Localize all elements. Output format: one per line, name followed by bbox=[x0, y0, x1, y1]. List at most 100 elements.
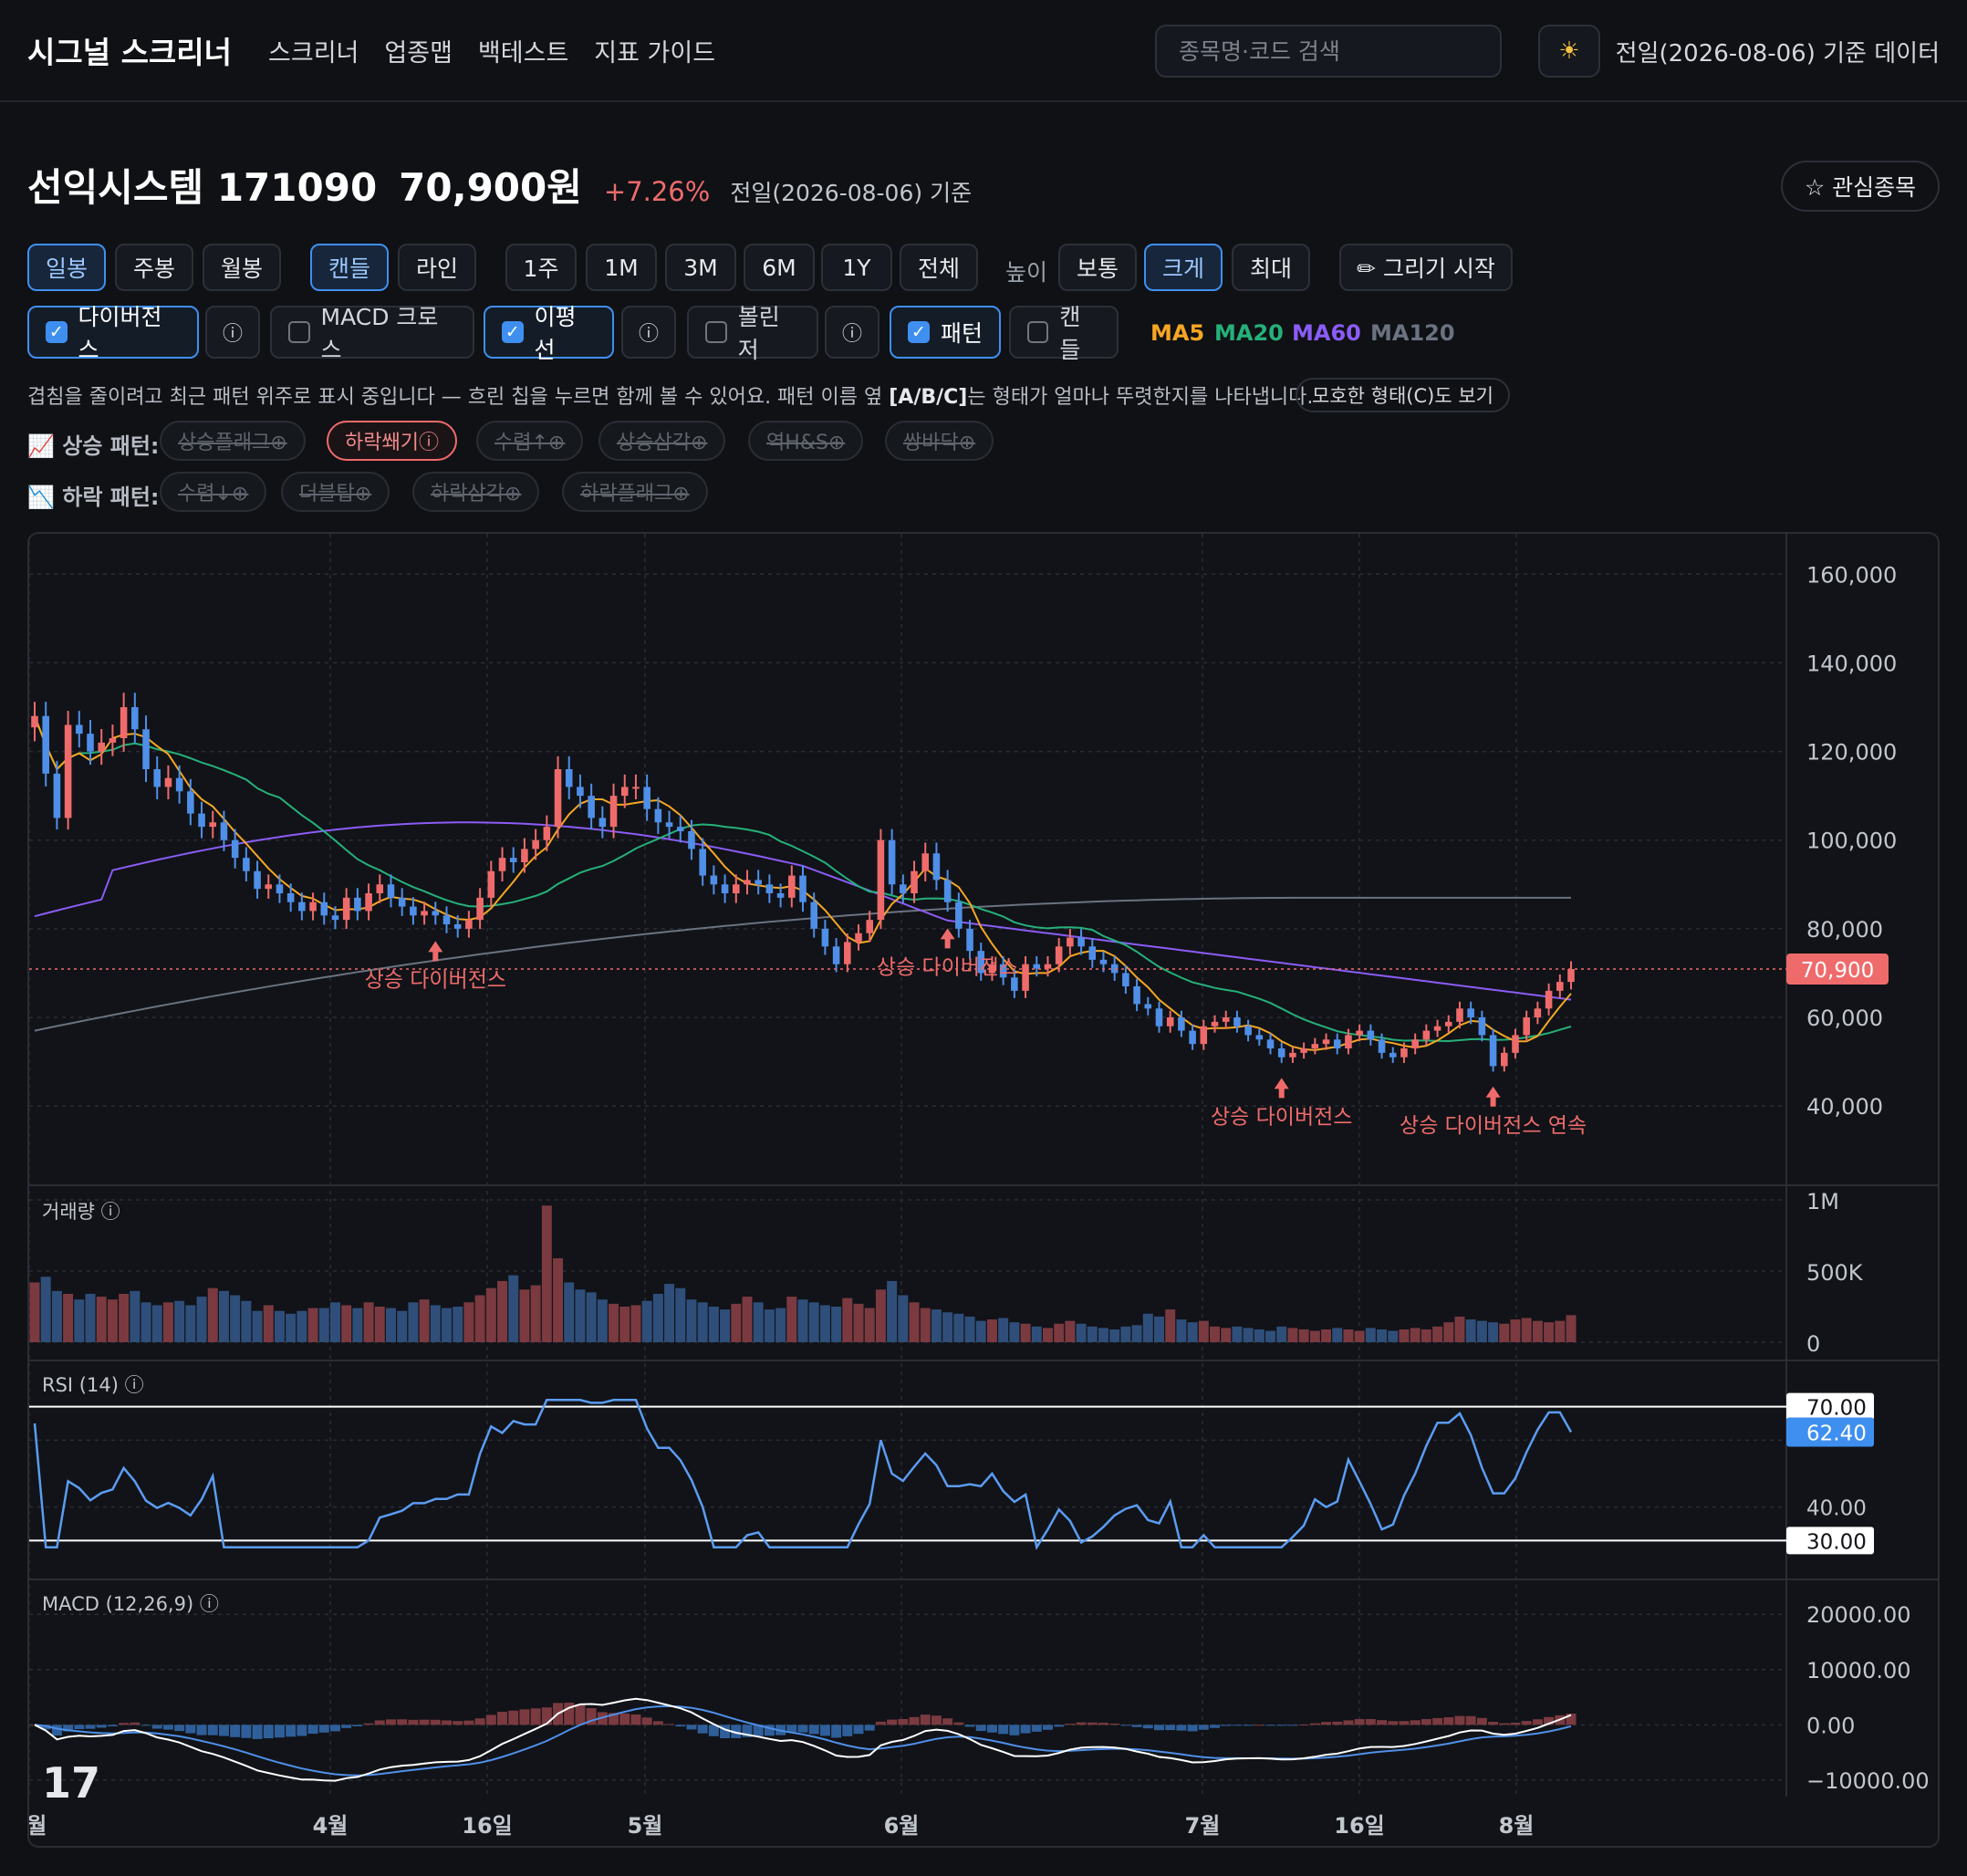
macd-histogram-bar bbox=[742, 1725, 753, 1737]
pattern-chip-double-top[interactable]: 더블탑⊕ bbox=[281, 472, 390, 512]
bollinger-info-icon[interactable]: ⓘ bbox=[825, 306, 879, 359]
range-6m-button[interactable]: 6M bbox=[744, 244, 815, 291]
candle-body bbox=[932, 853, 941, 881]
theme-toggle-button[interactable]: ☀ bbox=[1538, 25, 1600, 78]
range-1y-button[interactable]: 1Y bbox=[821, 244, 892, 291]
candle-body bbox=[1211, 1021, 1219, 1027]
nav-backtest[interactable]: 백테스트 bbox=[477, 38, 569, 68]
volume-bar bbox=[1388, 1330, 1399, 1342]
search-input[interactable] bbox=[1155, 25, 1502, 78]
divergence-info-icon[interactable]: ⓘ bbox=[205, 306, 260, 359]
pattern-chip-falling-wedge[interactable]: 하락쐐기ⓘ bbox=[327, 421, 457, 461]
volume-bar bbox=[63, 1293, 74, 1342]
candle-body bbox=[254, 870, 261, 890]
candle-body bbox=[554, 769, 562, 828]
volume-bar bbox=[641, 1300, 652, 1342]
nav-indicator-guide[interactable]: 지표 가이드 bbox=[594, 38, 716, 68]
macd-histogram-bar bbox=[1131, 1725, 1142, 1727]
pattern-chip-descending-triangle[interactable]: 하락삼각⊕ bbox=[412, 472, 540, 512]
pattern-chip-converge-up[interactable]: 수렴↑⊕ bbox=[476, 421, 584, 461]
pattern-chip-double-bottom[interactable]: 쌍바닥⊕ bbox=[885, 421, 994, 461]
ma-info-icon[interactable]: ⓘ bbox=[621, 306, 676, 359]
volume-bar bbox=[887, 1280, 898, 1342]
style-candle-button[interactable]: 캔들 bbox=[310, 244, 389, 291]
height-max-button[interactable]: 최대 bbox=[1232, 244, 1310, 291]
candle-body bbox=[776, 893, 785, 898]
volume-bar bbox=[453, 1307, 463, 1342]
pattern-chip-inverse-hs[interactable]: 역H&S⊕ bbox=[748, 421, 864, 461]
brand-logo[interactable]: 시그널 스크리너 bbox=[27, 35, 233, 70]
volume-bar bbox=[1210, 1326, 1220, 1342]
pattern-chip-ascending-triangle[interactable]: 상승삼각⊕ bbox=[598, 421, 726, 461]
pattern-chip-bull-flag[interactable]: 상승플래그⊕ bbox=[160, 421, 306, 461]
period-monthly-button[interactable]: 월봉 bbox=[203, 244, 281, 291]
macd-histogram-bar bbox=[207, 1725, 218, 1735]
show-ambiguous-button[interactable]: 모호한 형태(C)도 보기 bbox=[1296, 378, 1510, 412]
candle-body bbox=[1011, 977, 1018, 991]
volume-bar bbox=[875, 1289, 886, 1342]
macd-histogram-bar bbox=[708, 1725, 719, 1736]
macd-histogram-bar bbox=[1532, 1719, 1543, 1725]
volume-bar bbox=[374, 1307, 385, 1342]
divergence-toggle[interactable]: ✓ 다이버전스 bbox=[27, 304, 199, 363]
macd-histogram-bar bbox=[819, 1725, 830, 1736]
candle-body bbox=[465, 920, 473, 929]
candle-body bbox=[1222, 1017, 1230, 1022]
height-large-button[interactable]: 크게 bbox=[1144, 244, 1223, 291]
candle-body bbox=[53, 773, 61, 818]
macd-cross-toggle[interactable]: MACD 크로스 bbox=[270, 304, 474, 363]
volume-bar bbox=[1365, 1328, 1376, 1342]
candle-body bbox=[187, 791, 194, 814]
pattern-chip-bear-flag[interactable]: 하락플래그⊕ bbox=[562, 472, 708, 512]
period-weekly-button[interactable]: 주봉 bbox=[115, 244, 193, 291]
candle-body bbox=[1233, 1017, 1241, 1027]
nav-screener[interactable]: 스크리너 bbox=[268, 38, 359, 68]
macd-histogram-bar bbox=[241, 1725, 252, 1738]
macd-histogram-bar bbox=[1154, 1725, 1164, 1731]
tradingview-logo: 17 bbox=[42, 1758, 100, 1808]
period-daily-button[interactable]: 일봉 bbox=[27, 244, 106, 291]
volume-bar bbox=[1054, 1323, 1065, 1342]
volume-bar bbox=[609, 1303, 619, 1342]
candle-body bbox=[844, 942, 851, 964]
macd-histogram-bar bbox=[1165, 1725, 1176, 1731]
range-all-button[interactable]: 전체 bbox=[900, 244, 978, 291]
candle-body bbox=[142, 729, 150, 769]
stock-chart[interactable]: 70,900 상승 다이버전스 상승 다이버전스 상승 다이버전스 상승 다이버전스 연… bbox=[27, 532, 1940, 1848]
style-line-button[interactable]: 라인 bbox=[398, 244, 476, 291]
volume-bar bbox=[720, 1309, 731, 1342]
volume-bar bbox=[297, 1310, 307, 1342]
range-1m-button[interactable]: 1M bbox=[586, 244, 657, 291]
volume-bar bbox=[463, 1302, 474, 1342]
candle-pattern-toggle[interactable]: 캔들 bbox=[1009, 304, 1119, 363]
candle-body bbox=[710, 875, 718, 885]
macd-histogram-bar bbox=[731, 1725, 742, 1738]
macd-histogram-bar bbox=[1510, 1723, 1521, 1725]
volume-bar bbox=[1510, 1319, 1521, 1342]
candle-body bbox=[98, 742, 106, 752]
rsi-level-badge bbox=[1786, 1527, 1874, 1555]
checkbox-unchecked-icon bbox=[705, 321, 727, 343]
candle-body bbox=[453, 924, 462, 929]
range-3m-button[interactable]: 3M bbox=[665, 244, 736, 291]
stock-name: 선익시스템 171090 bbox=[27, 165, 378, 210]
bollinger-toggle[interactable]: 볼린저 bbox=[687, 304, 818, 363]
x-axis-tick-label: 3월 bbox=[29, 1813, 47, 1839]
pattern-toggle[interactable]: ✓ 패턴 bbox=[890, 306, 1001, 359]
macd-histogram-bar bbox=[853, 1725, 864, 1735]
height-normal-button[interactable]: 보통 bbox=[1058, 244, 1137, 291]
candle-body bbox=[921, 853, 930, 871]
range-1w-button[interactable]: 1주 bbox=[505, 244, 577, 291]
watchlist-button[interactable]: ☆ 관심종목 bbox=[1781, 161, 1940, 212]
candle-body bbox=[1333, 1039, 1341, 1048]
nav-sector-map[interactable]: 업종맵 bbox=[384, 38, 453, 68]
volume-bar bbox=[742, 1297, 753, 1342]
draw-start-button[interactable]: ✏ 그리기 시작 bbox=[1339, 244, 1513, 291]
pattern-chip-converge-down[interactable]: 수렴↓⊕ bbox=[160, 472, 267, 512]
volume-bar bbox=[140, 1302, 151, 1342]
volume-bar bbox=[107, 1299, 118, 1342]
rsi-current-badge bbox=[1786, 1417, 1874, 1447]
ma-toggle[interactable]: ✓ 이평선 bbox=[484, 304, 614, 363]
volume-bar bbox=[1221, 1328, 1232, 1342]
